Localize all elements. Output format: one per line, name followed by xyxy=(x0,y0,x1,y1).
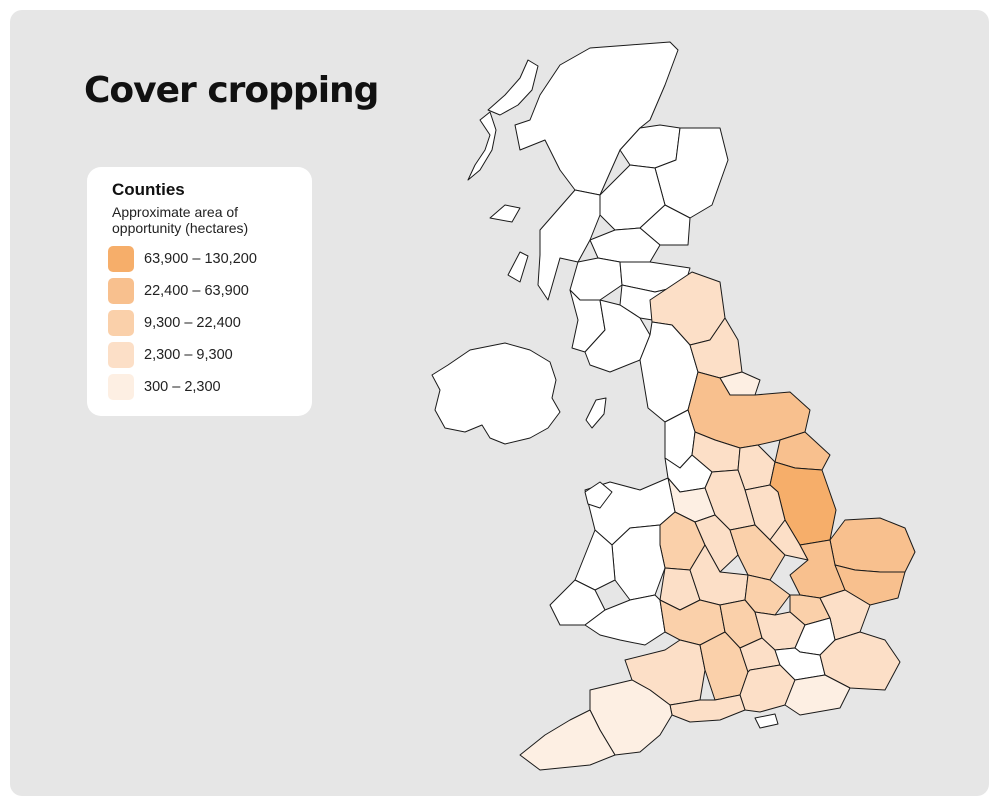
legend-heading: Counties xyxy=(112,180,185,199)
legend-item-3: 9,300 – 22,400 xyxy=(108,310,241,336)
dorset xyxy=(669,694,746,723)
legend-swatch-1 xyxy=(108,246,134,272)
legend-label-5: 300 – 2,300 xyxy=(144,379,221,395)
isle-of-man xyxy=(585,397,607,429)
legend-swatch-4 xyxy=(108,342,134,368)
legend-subtitle: Approximate area of opportunity (hectare… xyxy=(112,204,249,236)
ceredigion xyxy=(574,529,616,591)
legend-label-3: 9,300 – 22,400 xyxy=(144,315,241,331)
south-yorkshire xyxy=(737,444,776,491)
legend-label-1: 63,900 – 130,200 xyxy=(144,251,257,267)
legend: Counties Approximate area of opportunity… xyxy=(87,167,312,416)
isle-of-wight xyxy=(754,713,779,729)
scotland-island-c xyxy=(489,204,521,223)
legend-item-4: 2,300 – 9,300 xyxy=(108,342,233,368)
scotland-island-a xyxy=(487,59,539,116)
legend-swatch-3 xyxy=(108,310,134,336)
map-title: Cover cropping xyxy=(84,70,379,111)
scotland-island-d xyxy=(507,251,529,283)
suffolk xyxy=(834,564,906,606)
legend-swatch-5 xyxy=(108,374,134,400)
legend-label-4: 2,300 – 9,300 xyxy=(144,347,233,363)
legend-item-2: 22,400 – 63,900 xyxy=(108,278,249,304)
legend-label-2: 22,400 – 63,900 xyxy=(144,283,249,299)
norfolk xyxy=(829,517,916,573)
scotland-island-b xyxy=(467,111,497,181)
northern-ireland xyxy=(431,342,561,445)
sussex xyxy=(784,674,851,716)
dumfries-and-galloway xyxy=(584,299,651,373)
cornwall xyxy=(519,709,616,771)
west-central-scotland xyxy=(569,257,623,301)
legend-item-5: 300 – 2,300 xyxy=(108,374,221,400)
legend-item-1: 63,900 – 130,200 xyxy=(108,246,257,272)
legend-swatch-2 xyxy=(108,278,134,304)
anglesey xyxy=(584,481,613,509)
angus xyxy=(639,204,691,246)
